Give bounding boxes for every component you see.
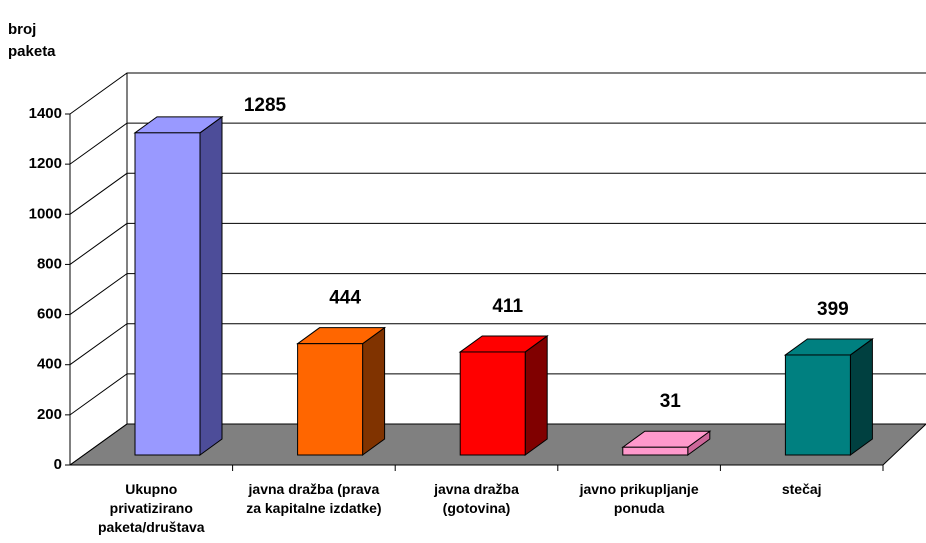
value-label: 31 [660,391,682,412]
grid-line [69,323,926,366]
value-label: 444 [329,288,361,309]
bar-side [524,334,548,456]
y-axis-label: broj paketa [8,21,56,60]
x-tick-label: javna dražba (prava za kapitalne izdatke) [246,481,381,516]
value-label: 411 [492,296,523,317]
grid-line [69,423,926,466]
bar [783,337,874,456]
bar [296,326,387,456]
y-tick-label: 0 [54,456,62,473]
x-tick-label: javno prikupljanje ponuda [579,481,699,516]
x-tick-label-line: ponuda [614,500,665,516]
x-tick-label: stečaj [782,481,822,497]
bar [458,334,549,456]
bar [621,430,712,456]
x-tick-label-line: privatizirano [110,500,193,516]
x-tick-label-line: javno prikupljanje [579,481,699,497]
y-axis-label-line: paketa [8,43,56,60]
y-axis-label-line: broj [8,21,36,38]
y-tick-label: 200 [37,406,62,423]
bar-front [784,354,851,456]
bar-front [622,446,689,456]
bar-front [134,132,201,456]
y-tick-label: 1200 [29,155,62,172]
grid-line [69,72,926,115]
x-tick-label-line: javna dražba [433,481,519,497]
x-tick-label: javna dražba (gotovina) [433,481,519,516]
bar-front [297,343,364,456]
bar-side [362,326,386,456]
value-label: 399 [817,299,849,320]
x-tick-label: Ukupno privatizirano paketa/društava [98,481,205,535]
bar-side [849,337,873,456]
y-tick-label: 800 [37,255,62,272]
bar-front [459,351,526,456]
grid-line [69,172,926,215]
y-tick-label: 400 [37,356,62,373]
x-tick-label-line: za kapitalne izdatke) [246,500,381,516]
x-tick-label-line: paketa/društava [98,519,205,535]
value-label: 1285 [244,95,287,116]
grid-line [69,122,926,165]
grid-line [69,373,926,416]
y-tick-label: 1400 [29,105,62,122]
y-tick-label: 600 [37,306,62,323]
bar-side [199,115,223,456]
grid-line [69,222,926,265]
grid-line [69,273,926,315]
x-tick-label-line: stečaj [782,481,822,497]
y-tick-label: 1000 [29,205,62,222]
x-tick-label-line: Ukupno [125,481,177,497]
x-tick-label-line: (gotovina) [443,500,511,516]
x-tick-label-line: javna dražba (prava [248,481,380,497]
bar [133,115,224,456]
